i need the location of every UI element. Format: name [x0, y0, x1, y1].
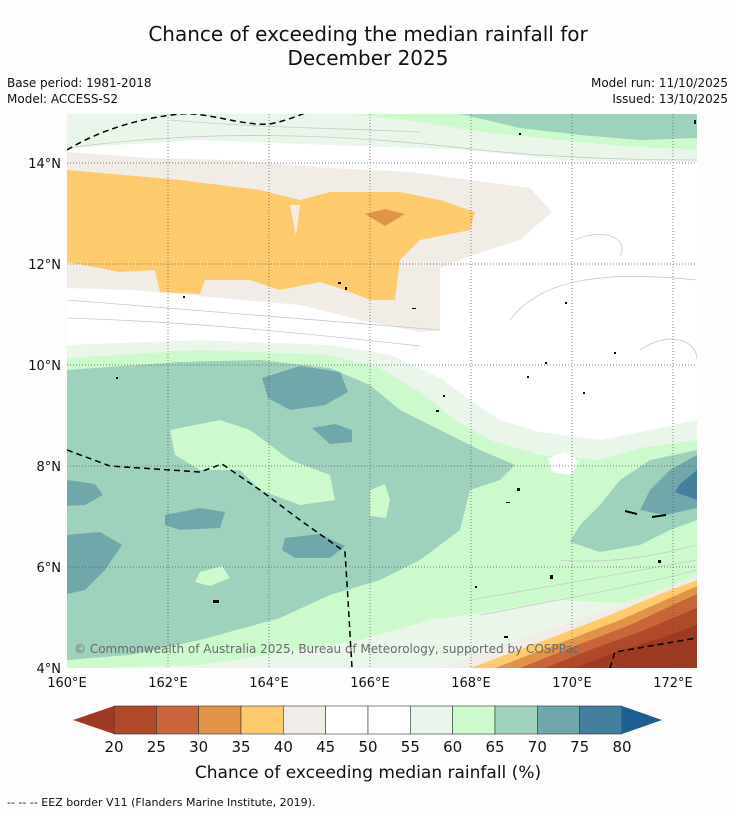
map-figure: © Commonwealth of Australia 2025, Bureau…	[28, 114, 697, 783]
islands	[116, 120, 696, 638]
colorbar: 20 25 30 35 40 45 50 55 60 65 70 75 80 Chance of exc…	[73, 705, 662, 783]
colorbar-tick-label: 50	[358, 738, 377, 756]
colorbar-segment	[537, 705, 580, 735]
colorbar-tick-label: 45	[316, 738, 335, 756]
colorbar-segments	[113, 705, 623, 735]
patch-70-75-2	[312, 424, 352, 444]
colorbar-tick-label: 35	[231, 738, 250, 756]
patch-green-inner-2	[370, 484, 390, 518]
lon-label-166: 166°E	[350, 676, 390, 691]
colorbar-segment	[579, 705, 623, 735]
colorbar-segment	[113, 705, 157, 735]
copyright-text: © Commonwealth of Australia 2025, Bureau…	[74, 642, 579, 656]
meta-left: Base period: 1981-2018 Model: ACCESS-S2	[7, 75, 152, 107]
colorbar-arrow-high	[622, 706, 662, 734]
eez-borders	[67, 114, 697, 668]
lat-label-14: 14°N	[28, 157, 61, 172]
colorbar-segment	[494, 705, 538, 735]
band-notch	[290, 205, 300, 236]
colorbar-segment	[367, 705, 411, 735]
gridlines	[67, 114, 697, 668]
colorbar-tick-label: 25	[147, 738, 166, 756]
colorbar-tick-label: 20	[104, 738, 123, 756]
colorbar-tick-labels: 20 25 30 35 40 45 50 55 60 65 70 75 80	[104, 738, 631, 756]
colorbar-segment	[410, 705, 453, 735]
colorbar-tick-label: 65	[485, 738, 504, 756]
lat-label-4: 4°N	[37, 662, 62, 677]
lon-label-172: 172°E	[653, 676, 693, 691]
lat-label-10: 10°N	[28, 359, 61, 374]
meta-right: Model run: 11/10/2025 Issued: 13/10/2025	[591, 75, 728, 107]
region-east-75-80	[675, 470, 697, 500]
base-period: Base period: 1981-2018	[7, 76, 152, 90]
lon-label-162: 162°E	[148, 676, 188, 691]
region-east-70-75	[640, 455, 697, 515]
patch-70-75-3	[67, 480, 103, 506]
patch-white-east	[548, 452, 580, 475]
colorbar-segment	[198, 705, 242, 735]
lat-label-6: 6°N	[37, 561, 62, 576]
lat-label-8: 8°N	[37, 460, 62, 475]
lon-label-168: 168°E	[451, 676, 491, 691]
colorbar-segment	[283, 705, 326, 735]
region-se-below-20	[575, 625, 697, 668]
colorbar-segment	[325, 705, 369, 735]
patch-70-75-1	[262, 366, 348, 410]
region-north-teal	[460, 114, 697, 140]
region-band-35-40	[67, 170, 475, 300]
colorbar-segment	[156, 705, 199, 735]
issued-date: Issued: 13/10/2025	[612, 92, 728, 106]
lon-label-164: 164°E	[249, 676, 289, 691]
colorbar-tick-label: 40	[274, 738, 293, 756]
patch-70-75-4	[165, 508, 225, 530]
colorbar-tick-label: 80	[612, 738, 631, 756]
model-name: Model: ACCESS-S2	[7, 92, 119, 106]
colorbar-tick-label: 75	[570, 738, 589, 756]
region-spot-30-35	[365, 209, 405, 226]
lat-label-12: 12°N	[28, 258, 61, 273]
colorbar-tick-label: 55	[401, 738, 420, 756]
eez-footer-note: -- -- -- EEZ border V11 (Flanders Marine…	[7, 796, 316, 809]
title-line-2: December 2025	[287, 46, 449, 70]
patch-70-75-5	[67, 532, 122, 594]
lon-labels: 160°E 162°E 164°E 166°E 168°E 170°E 172°…	[47, 676, 693, 691]
model-run: Model run: 11/10/2025	[590, 76, 728, 90]
lon-label-160: 160°E	[47, 676, 87, 691]
colorbar-tick-label: 60	[443, 738, 462, 756]
colorbar-tick-label: 70	[528, 738, 547, 756]
colorbar-segment	[452, 705, 496, 735]
lon-label-170: 170°E	[552, 676, 592, 691]
colorbar-segment	[240, 705, 284, 735]
patch-green-inner-3	[195, 566, 230, 586]
lat-labels: 14°N 12°N 10°N 8°N 6°N 4°N	[28, 157, 61, 677]
map-plot-area: © Commonwealth of Australia 2025, Bureau…	[67, 114, 697, 668]
patch-green-inner-1	[170, 420, 335, 505]
colorbar-tick-label: 30	[189, 738, 208, 756]
title-line-1: Chance of exceeding the median rainfall …	[148, 22, 588, 46]
colorbar-arrow-low	[73, 706, 114, 734]
colorbar-title: Chance of exceeding median rainfall (%)	[195, 763, 541, 783]
chart-title: Chance of exceeding the median rainfall …	[0, 22, 736, 70]
